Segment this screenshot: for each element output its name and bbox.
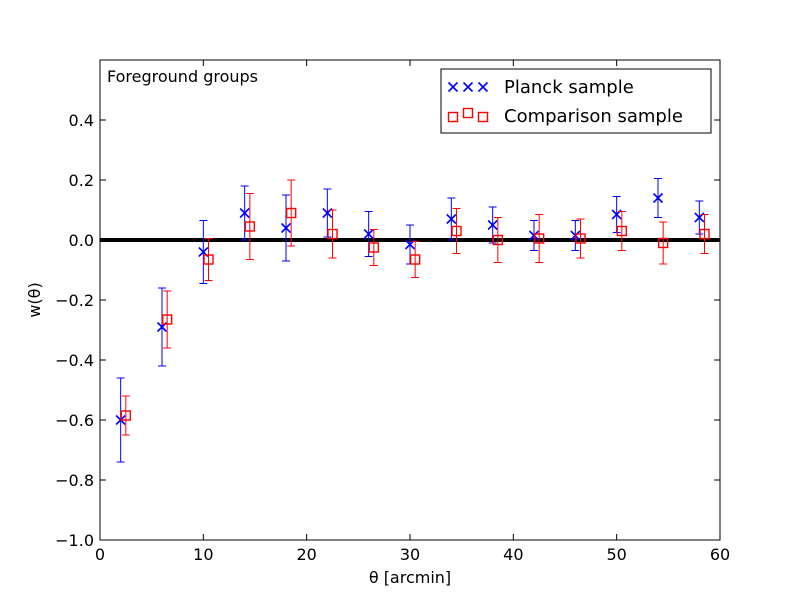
data-point-1-7 [409, 254, 421, 265]
legend-marker-comparison-1 [462, 107, 474, 119]
data-point-0-6 [363, 228, 374, 240]
data-point-1-3 [244, 221, 256, 232]
y-tick-label-3: −0.4 [55, 351, 94, 370]
legend-label-comparison: Comparison sample [504, 106, 683, 127]
data-point-1-13 [657, 237, 669, 249]
data-point-1-4 [285, 207, 297, 219]
data-point-1-12 [616, 225, 628, 237]
data-point-0-6-stroke-b [363, 228, 374, 240]
legend-marker-planck-1-stroke-b [462, 81, 474, 93]
x-tick-label-3: 30 [400, 545, 420, 564]
data-point-0-3-stroke-b [239, 207, 250, 219]
data-point-0-4-stroke-b [280, 222, 292, 234]
legend-marker-planck-2 [477, 81, 489, 93]
y-axis-label: w(θ) [25, 282, 44, 317]
data-point-1-6 [368, 242, 380, 253]
data-point-1-10 [533, 233, 545, 244]
y-tick-label-0: −1.0 [55, 531, 94, 550]
y-tick-label-6: 0.2 [69, 171, 94, 190]
series-1 [120, 179, 710, 436]
data-point-0-13-stroke-b [652, 192, 664, 204]
data-point-1-1 [161, 314, 173, 325]
data-point-0-13 [652, 192, 664, 204]
data-point-1-8 [451, 225, 462, 237]
data-point-1-11 [575, 233, 586, 244]
legend-marker-planck-1 [462, 81, 474, 93]
legend-markers [447, 81, 489, 123]
y-tick-label-4: −0.2 [55, 291, 94, 310]
annotation-text: Foreground groups [107, 67, 258, 86]
y-tick-label-1: −0.8 [55, 471, 94, 490]
legend-marker-planck-0 [447, 81, 459, 93]
data-point-0-4 [280, 222, 292, 234]
legend-marker-comparison-0 [447, 111, 459, 123]
x-tick-label-6: 60 [710, 545, 730, 564]
legend-marker-planck-0-stroke-b [447, 81, 459, 93]
plot-frame [99, 59, 721, 541]
axis-layer: 0 10 20 30 40 50 60 −1.0 −0.8 −0.6 −0.4 −0.2 0.0 0.2 0… [55, 60, 730, 564]
legend-label-planck: Planck sample [504, 77, 634, 98]
y-tick-label-2: −0.6 [55, 411, 94, 430]
data-point-1-2 [203, 254, 214, 265]
data-point-1-0 [120, 410, 132, 421]
data-point-0-8-stroke-b [446, 213, 457, 225]
x-axis-label: θ [arcmin] [369, 568, 451, 587]
data-point-0-2-stroke-b [198, 246, 209, 258]
legend-marker-comparison-2 [477, 111, 489, 123]
x-tick-label-2: 20 [296, 545, 316, 564]
data-point-0-3 [239, 207, 250, 219]
x-tick-label-1: 10 [193, 545, 213, 564]
x-tick-label-4: 40 [503, 545, 523, 564]
data-point-1-14 [699, 228, 710, 240]
x-tick-label-5: 50 [606, 545, 626, 564]
x-tick-label-0: 0 [95, 545, 105, 564]
legend-frame [440, 68, 712, 134]
data-point-0-8 [446, 213, 457, 225]
legend: Planck sample Comparison sample [440, 68, 712, 134]
y-tick-label-5: 0.0 [69, 231, 94, 250]
data-point-1-5 [327, 228, 338, 240]
plot-layer [100, 178, 720, 463]
data-point-0-9-stroke-b [487, 219, 498, 231]
data-point-1-9 [492, 234, 504, 246]
legend-marker-planck-2-stroke-b [477, 81, 489, 93]
data-point-0-9 [487, 219, 498, 231]
y-tick-label-7: 0.4 [69, 111, 94, 130]
